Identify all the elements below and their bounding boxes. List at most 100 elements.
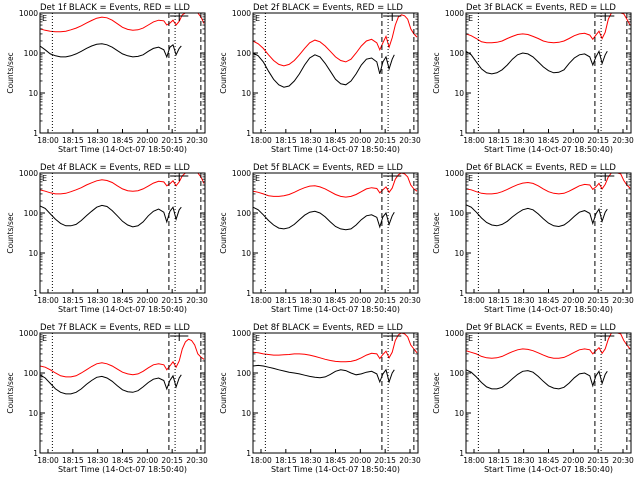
x-tick-label: 18:45 xyxy=(538,296,560,305)
x-tick-label: 20:15 xyxy=(161,456,183,465)
y-tick-label: 100 xyxy=(24,49,39,58)
panel-title: Det 7f BLACK = Events, RED = LLD xyxy=(40,323,190,333)
x-tick-label: 18:15 xyxy=(62,136,84,145)
x-axis-label: Start Time (14-Oct-07 18:50:40) xyxy=(271,305,400,314)
x-tick-label: 18:00 xyxy=(463,136,485,145)
panel-title: Det 9f BLACK = Events, RED = LLD xyxy=(466,323,616,333)
y-axis-label: Counts/sec xyxy=(432,212,441,253)
x-tick-label: 18:15 xyxy=(62,456,84,465)
x-axis-label: Start Time (14-Oct-07 18:50:40) xyxy=(484,145,613,154)
panel-annotation: E xyxy=(42,174,47,183)
x-tick-label: 20:30 xyxy=(399,136,421,145)
y-tick-label: 100 xyxy=(24,369,39,378)
y-tick-label: 1000 xyxy=(19,9,38,18)
x-tick-label: 18:00 xyxy=(463,296,485,305)
x-tick-label: 18:00 xyxy=(250,136,272,145)
y-axis-label: Counts/sec xyxy=(6,212,15,253)
y-tick-label: 10 xyxy=(454,89,464,98)
x-tick-label: 18:00 xyxy=(37,456,59,465)
events-series-line xyxy=(253,206,395,231)
events-series-line xyxy=(466,204,608,228)
panel-annotation: E xyxy=(468,14,473,23)
plot-frame xyxy=(252,172,419,294)
y-tick-label: 1000 xyxy=(232,169,251,178)
x-tick-label: 20:15 xyxy=(374,296,396,305)
x-tick-label: 18:00 xyxy=(250,456,272,465)
events-series-line xyxy=(466,49,608,75)
x-tick-label: 20:15 xyxy=(587,296,609,305)
panel-annotation: E xyxy=(255,334,260,343)
plot-frame xyxy=(39,172,206,294)
x-tick-label: 18:15 xyxy=(275,136,297,145)
x-tick-label: 20:30 xyxy=(186,456,208,465)
x-axis-label: Start Time (14-Oct-07 18:50:40) xyxy=(484,305,613,314)
lld-series-line xyxy=(466,173,631,195)
x-tick-label: 20:00 xyxy=(137,136,159,145)
plot-frame xyxy=(465,12,632,134)
y-tick-label: 10 xyxy=(28,249,38,258)
x-tick-label: 18:00 xyxy=(250,296,272,305)
y-tick-label: 1 xyxy=(459,449,464,458)
x-tick-label: 18:45 xyxy=(325,456,347,465)
y-axis-label: Counts/sec xyxy=(219,212,228,253)
y-tick-label: 100 xyxy=(237,369,252,378)
y-tick-label: 1000 xyxy=(232,329,251,338)
x-tick-label: 18:15 xyxy=(488,296,510,305)
y-tick-label: 10 xyxy=(454,409,464,418)
panel-annotation: E xyxy=(255,174,260,183)
y-axis-label: Counts/sec xyxy=(219,372,228,413)
panel-title: Det 8f BLACK = Events, RED = LLD xyxy=(253,323,403,333)
y-tick-label: 1000 xyxy=(445,329,464,338)
x-tick-label: 20:30 xyxy=(612,456,634,465)
y-axis-label: Counts/sec xyxy=(432,372,441,413)
lld-series-line xyxy=(253,14,418,67)
panel-annotation: E xyxy=(42,14,47,23)
panel-annotation: E xyxy=(255,14,260,23)
y-tick-label: 100 xyxy=(24,209,39,218)
x-tick-label: 20:00 xyxy=(350,456,372,465)
x-tick-label: 18:45 xyxy=(325,296,347,305)
x-tick-label: 20:15 xyxy=(374,136,396,145)
x-tick-label: 20:15 xyxy=(161,136,183,145)
plot-frame xyxy=(252,12,419,134)
x-tick-label: 20:00 xyxy=(137,296,159,305)
y-tick-label: 1 xyxy=(246,449,251,458)
y-axis-label: Counts/sec xyxy=(219,52,228,93)
plot-frame xyxy=(39,332,206,454)
x-axis-label: Start Time (14-Oct-07 18:50:40) xyxy=(58,145,187,154)
y-tick-label: 1 xyxy=(459,129,464,138)
x-tick-label: 20:00 xyxy=(563,296,585,305)
panel-annotation: E xyxy=(468,334,473,343)
x-tick-label: 20:15 xyxy=(587,456,609,465)
x-tick-label: 18:45 xyxy=(112,456,134,465)
x-tick-label: 20:00 xyxy=(137,456,159,465)
x-tick-label: 18:30 xyxy=(300,136,322,145)
y-tick-label: 10 xyxy=(241,89,251,98)
x-tick-label: 18:30 xyxy=(300,456,322,465)
x-tick-label: 18:45 xyxy=(112,136,134,145)
y-tick-label: 10 xyxy=(454,249,464,258)
y-tick-label: 1 xyxy=(246,289,251,298)
panel-title: Det 5f BLACK = Events, RED = LLD xyxy=(253,163,403,173)
panel-title: Det 3f BLACK = Events, RED = LLD xyxy=(466,3,616,13)
y-tick-label: 10 xyxy=(241,409,251,418)
y-tick-label: 1 xyxy=(33,449,38,458)
x-tick-label: 20:00 xyxy=(350,296,372,305)
y-tick-label: 100 xyxy=(450,209,465,218)
x-tick-label: 18:00 xyxy=(37,136,59,145)
x-tick-label: 20:30 xyxy=(399,296,421,305)
y-tick-label: 100 xyxy=(450,369,465,378)
events-series-line xyxy=(40,43,182,59)
x-tick-label: 18:15 xyxy=(62,296,84,305)
x-tick-label: 18:30 xyxy=(87,136,109,145)
x-axis-label: Start Time (14-Oct-07 18:50:40) xyxy=(58,465,187,474)
x-tick-label: 20:15 xyxy=(374,456,396,465)
x-tick-label: 20:15 xyxy=(587,136,609,145)
events-series-line xyxy=(466,369,608,390)
x-tick-label: 18:00 xyxy=(463,456,485,465)
